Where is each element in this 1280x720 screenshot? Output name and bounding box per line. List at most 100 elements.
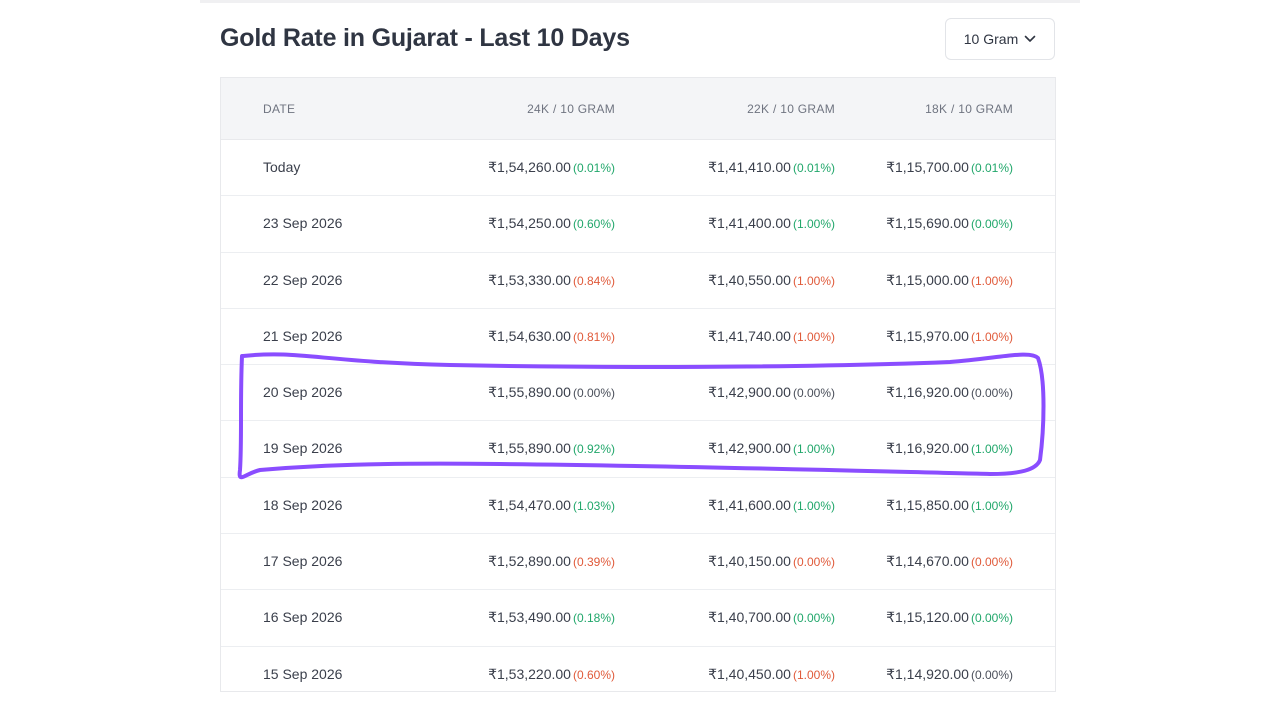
rate-22k-cell: ₹1,40,450.00 (1.00%)	[708, 666, 835, 683]
rate-22k-cell: ₹1,41,740.00 (1.00%)	[708, 328, 835, 345]
column-header-date: DATE	[263, 102, 296, 116]
rate-22k-change: (1.00%)	[792, 217, 835, 232]
rate-24k-cell: ₹1,54,470.00 (1.03%)	[488, 497, 615, 514]
rate-22k-cell: ₹1,41,600.00 (1.00%)	[708, 497, 835, 514]
rate-18k-price: ₹1,16,920.00	[886, 440, 969, 457]
rate-24k-change: (1.03%)	[572, 498, 615, 513]
rate-18k-change: (0.00%)	[970, 667, 1013, 682]
rate-22k-cell: ₹1,40,150.00 (0.00%)	[708, 553, 835, 570]
table-row: 19 Sep 2026 ₹1,55,890.00 (0.92%) ₹1,42,900.…	[221, 421, 1055, 478]
rate-18k-cell: ₹1,15,970.00 (1.00%)	[886, 328, 1013, 345]
rate-22k-cell: ₹1,42,900.00 (0.00%)	[708, 384, 835, 401]
rate-18k-price: ₹1,15,850.00	[886, 496, 969, 513]
rate-22k-price: ₹1,41,400.00	[708, 215, 791, 232]
rate-18k-price: ₹1,14,670.00	[886, 553, 969, 570]
rate-24k-price: ₹1,54,630.00	[488, 327, 571, 344]
page-title: Gold Rate in Gujarat - Last 10 Days	[220, 24, 630, 52]
row-date: 22 Sep 2026	[263, 271, 343, 288]
rate-24k-change: (0.60%)	[572, 667, 615, 682]
rate-24k-change: (0.39%)	[572, 555, 615, 570]
rate-22k-change: (0.00%)	[792, 555, 835, 570]
rate-24k-price: ₹1,52,890.00	[488, 553, 571, 570]
column-header-18k: 18K / 10 GRAM	[925, 102, 1013, 116]
table-row: 17 Sep 2026 ₹1,52,890.00 (0.39%) ₹1,40,150.…	[221, 534, 1055, 591]
rate-18k-cell: ₹1,15,000.00 (1.00%)	[886, 272, 1013, 289]
rate-18k-price: ₹1,16,920.00	[886, 384, 969, 401]
rate-24k-change: (0.18%)	[572, 611, 615, 626]
rate-24k-change: (0.84%)	[572, 273, 615, 288]
rate-18k-change: (1.00%)	[970, 498, 1013, 513]
rate-22k-price: ₹1,42,900.00	[708, 440, 791, 457]
rate-24k-change: (0.60%)	[572, 217, 615, 232]
rate-18k-price: ₹1,15,000.00	[886, 271, 969, 288]
rate-18k-change: (1.00%)	[970, 442, 1013, 457]
rate-24k-price: ₹1,53,330.00	[488, 271, 571, 288]
rate-22k-price: ₹1,41,600.00	[708, 496, 791, 513]
table-row: 20 Sep 2026 ₹1,55,890.00 (0.00%) ₹1,42,900.…	[221, 365, 1055, 422]
rate-22k-price: ₹1,40,700.00	[708, 609, 791, 626]
rate-18k-cell: ₹1,14,920.00 (0.00%)	[886, 666, 1013, 683]
row-date: 20 Sep 2026	[263, 384, 343, 401]
rate-18k-price: ₹1,15,970.00	[886, 327, 969, 344]
row-date: 19 Sep 2026	[263, 440, 343, 457]
rate-22k-price: ₹1,41,410.00	[708, 159, 791, 175]
rate-22k-change: (1.00%)	[792, 667, 835, 682]
rate-18k-change: (0.00%)	[970, 386, 1013, 401]
row-date: Today	[263, 159, 301, 175]
rate-24k-cell: ₹1,53,220.00 (0.60%)	[488, 666, 615, 683]
table-row: 18 Sep 2026 ₹1,54,470.00 (1.03%) ₹1,41,600.…	[221, 478, 1055, 535]
rate-22k-change: (1.00%)	[792, 442, 835, 457]
rate-24k-cell: ₹1,54,630.00 (0.81%)	[488, 328, 615, 345]
rate-24k-cell: ₹1,54,250.00 (0.60%)	[488, 215, 615, 232]
table-row: 15 Sep 2026 ₹1,53,220.00 (0.60%) ₹1,40,450.…	[221, 647, 1055, 702]
row-date: 23 Sep 2026	[263, 215, 343, 232]
rate-22k-price: ₹1,40,150.00	[708, 553, 791, 570]
rate-24k-price: ₹1,54,260.00	[488, 159, 571, 175]
rate-24k-price: ₹1,54,250.00	[488, 215, 571, 232]
rate-18k-cell: ₹1,16,920.00 (1.00%)	[886, 440, 1013, 457]
rate-18k-change: (0.00%)	[970, 217, 1013, 232]
rate-22k-cell: ₹1,40,550.00 (1.00%)	[708, 272, 835, 289]
top-divider	[200, 0, 1080, 3]
rate-18k-change: (0.00%)	[970, 611, 1013, 626]
rate-18k-change: (0.01%)	[970, 161, 1013, 175]
row-date: 15 Sep 2026	[263, 665, 343, 682]
rate-24k-change: (0.92%)	[572, 442, 615, 457]
rate-18k-cell: ₹1,15,700.00 (0.01%)	[886, 159, 1013, 176]
rate-22k-cell: ₹1,41,410.00 (0.01%)	[708, 159, 835, 176]
rate-22k-price: ₹1,40,450.00	[708, 665, 791, 682]
rate-24k-cell: ₹1,52,890.00 (0.39%)	[488, 553, 615, 570]
rate-22k-change: (0.00%)	[792, 386, 835, 401]
row-date: 17 Sep 2026	[263, 553, 343, 570]
rate-24k-price: ₹1,54,470.00	[488, 496, 571, 513]
rate-18k-cell: ₹1,15,850.00 (1.00%)	[886, 497, 1013, 514]
rate-24k-price: ₹1,55,890.00	[488, 384, 571, 401]
table-header: DATE 24K / 10 GRAM 22K / 10 GRAM 18K / 1…	[221, 78, 1055, 140]
rate-24k-change: (0.00%)	[572, 386, 615, 401]
rate-24k-change: (0.81%)	[572, 329, 615, 344]
rate-24k-cell: ₹1,55,890.00 (0.92%)	[488, 440, 615, 457]
rate-22k-cell: ₹1,41,400.00 (1.00%)	[708, 215, 835, 232]
rate-24k-cell: ₹1,53,330.00 (0.84%)	[488, 272, 615, 289]
rate-18k-change: (0.00%)	[970, 555, 1013, 570]
rate-24k-price: ₹1,55,890.00	[488, 440, 571, 457]
row-date: 21 Sep 2026	[263, 327, 343, 344]
rate-18k-cell: ₹1,15,690.00 (0.00%)	[886, 215, 1013, 232]
unit-select-label: 10 Gram	[963, 31, 1019, 47]
rate-24k-price: ₹1,53,490.00	[488, 609, 571, 626]
rate-18k-cell: ₹1,15,120.00 (0.00%)	[886, 609, 1013, 626]
rate-22k-cell: ₹1,40,700.00 (0.00%)	[708, 609, 835, 626]
rate-22k-price: ₹1,41,740.00	[708, 327, 791, 344]
rate-22k-change: (0.01%)	[792, 161, 835, 175]
rate-22k-cell: ₹1,42,900.00 (1.00%)	[708, 440, 835, 457]
rate-22k-price: ₹1,42,900.00	[708, 384, 791, 401]
rate-18k-price: ₹1,15,700.00	[886, 159, 969, 175]
table-row: 23 Sep 2026 ₹1,54,250.00 (0.60%) ₹1,41,400.…	[221, 196, 1055, 253]
rate-18k-price: ₹1,14,920.00	[886, 665, 969, 682]
rate-22k-change: (1.00%)	[792, 273, 835, 288]
table-body: Today ₹1,54,260.00 (0.01%) ₹1,41,410.00 (0.0…	[221, 140, 1055, 702]
row-date: 16 Sep 2026	[263, 609, 343, 626]
rate-24k-cell: ₹1,53,490.00 (0.18%)	[488, 609, 615, 626]
unit-select-dropdown[interactable]: 10 Gram	[945, 18, 1055, 60]
rate-22k-price: ₹1,40,550.00	[708, 271, 791, 288]
